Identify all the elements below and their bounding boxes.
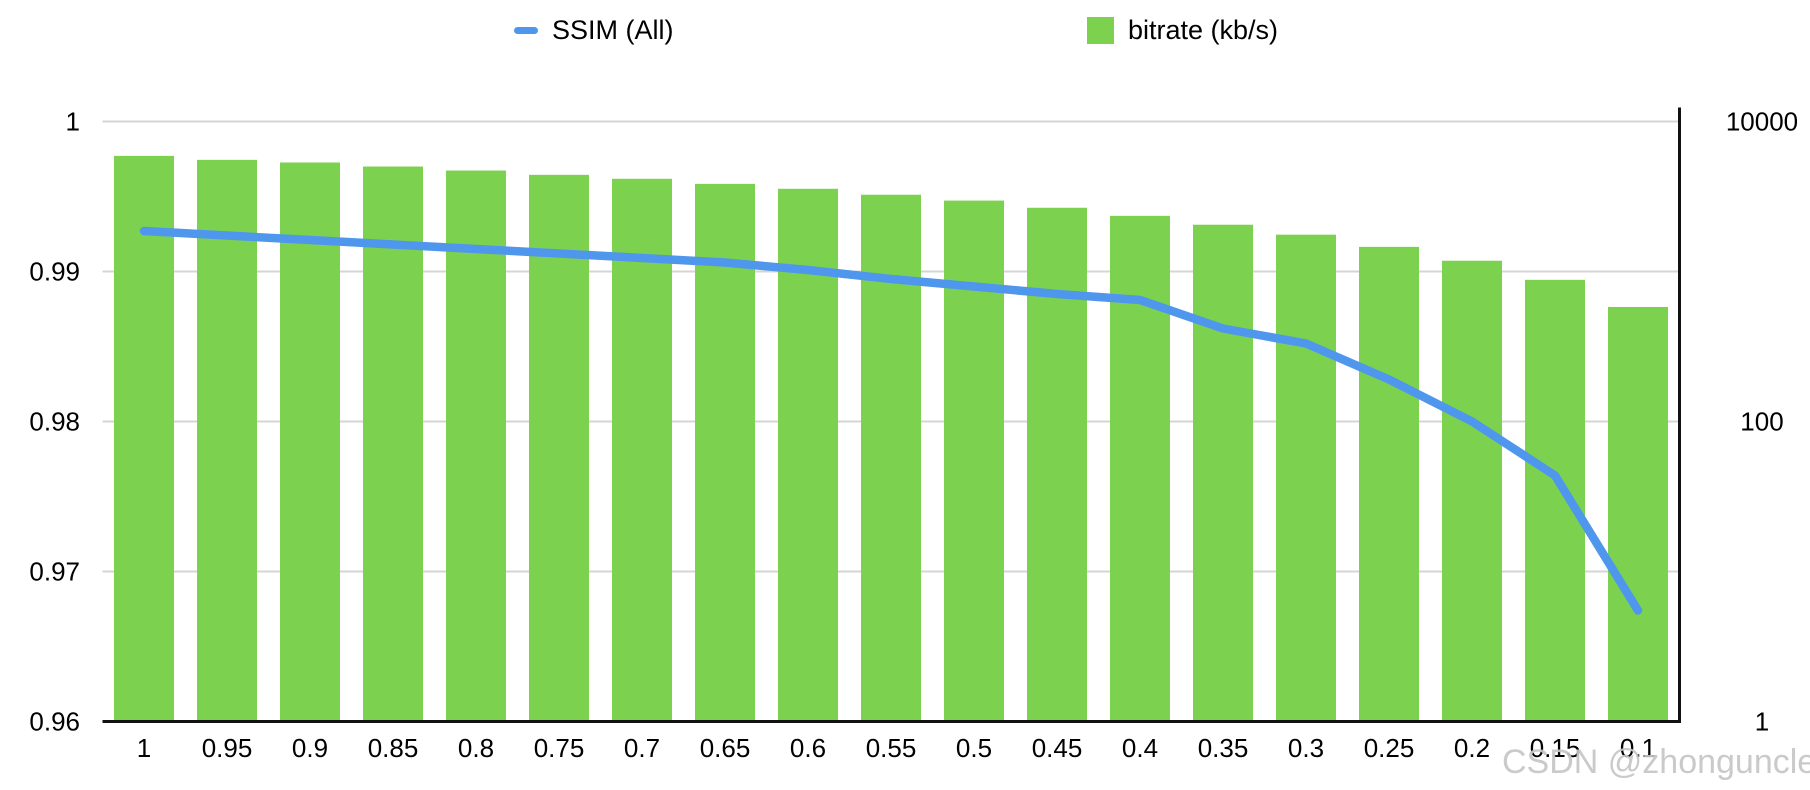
x-axis-tick-label: 0.6 bbox=[790, 733, 826, 763]
legend-label-ssim: SSIM (All) bbox=[552, 14, 674, 45]
bitrate-bar bbox=[197, 159, 257, 722]
ssim-line-marker-icon bbox=[514, 26, 538, 34]
legend-label-bitrate: bitrate (kb/s) bbox=[1128, 14, 1279, 45]
bitrate-bar bbox=[363, 166, 423, 722]
x-axis-tick-label: 0.8 bbox=[458, 733, 494, 763]
x-axis-tick-label: 0.95 bbox=[202, 733, 253, 763]
x-axis-tick-label: 0.55 bbox=[866, 733, 917, 763]
bitrate-bar bbox=[1193, 224, 1253, 722]
right-axis-tick-label: 1 bbox=[1755, 707, 1769, 737]
left-axis-tick-label: 0.97 bbox=[29, 557, 80, 587]
bitrate-bar bbox=[778, 188, 838, 722]
x-axis-tick-label: 0.15 bbox=[1530, 733, 1581, 763]
x-axis-tick-label: 0.65 bbox=[700, 733, 751, 763]
bitrate-bar bbox=[1608, 306, 1668, 722]
right-axis-tick-label: 100 bbox=[1740, 407, 1783, 437]
left-axis-tick-label: 0.99 bbox=[29, 257, 80, 287]
bitrate-bar bbox=[944, 200, 1004, 722]
bitrate-bar bbox=[1525, 279, 1585, 722]
x-axis-tick-label: 0.3 bbox=[1288, 733, 1324, 763]
left-axis-tick-label: 1 bbox=[66, 107, 80, 137]
bitrate-bar bbox=[114, 155, 174, 722]
legend-item-ssim: SSIM (All) bbox=[514, 14, 674, 45]
bitrate-bar bbox=[1110, 215, 1170, 722]
x-axis-tick-label: 0.2 bbox=[1454, 733, 1490, 763]
x-axis-tick-label: 0.35 bbox=[1198, 733, 1249, 763]
x-axis-tick-label: 0.45 bbox=[1032, 733, 1083, 763]
ssim-line bbox=[139, 226, 1643, 615]
x-axis-tick-label: 0.75 bbox=[534, 733, 585, 763]
bitrate-bar bbox=[1276, 234, 1336, 722]
x-axis-tick-label: 0.4 bbox=[1122, 733, 1158, 763]
x-axis-tick-label: 0.9 bbox=[292, 733, 328, 763]
bitrate-bar bbox=[280, 162, 340, 722]
bitrate-bar bbox=[1359, 246, 1419, 722]
legend-item-bitrate: bitrate (kb/s) bbox=[1087, 14, 1279, 45]
bitrate-bar bbox=[612, 178, 672, 722]
left-axis-tick-label: 0.96 bbox=[29, 707, 80, 737]
right-axis-tick-label: 10000 bbox=[1726, 107, 1798, 137]
bitrate-bar bbox=[1027, 207, 1087, 722]
watermark: CSDN @zhonguncle bbox=[1502, 743, 1810, 781]
x-axis-tick-label: 0.85 bbox=[368, 733, 419, 763]
bitrate-bar bbox=[1442, 260, 1502, 722]
bitrate-bar bbox=[695, 183, 755, 722]
x-axis-tick-label: 0.1 bbox=[1620, 733, 1656, 763]
x-axis-tick-label: 0.5 bbox=[956, 733, 992, 763]
x-axis-tick-label: 1 bbox=[137, 733, 151, 763]
bitrate-bar bbox=[529, 174, 589, 722]
left-axis-tick-label: 0.98 bbox=[29, 407, 80, 437]
x-axis-tick-label: 0.25 bbox=[1364, 733, 1415, 763]
x-axis-tick-label: 0.7 bbox=[624, 733, 660, 763]
bitrate-bar-swatch-icon bbox=[1087, 16, 1114, 44]
bitrate-bar bbox=[446, 170, 506, 722]
